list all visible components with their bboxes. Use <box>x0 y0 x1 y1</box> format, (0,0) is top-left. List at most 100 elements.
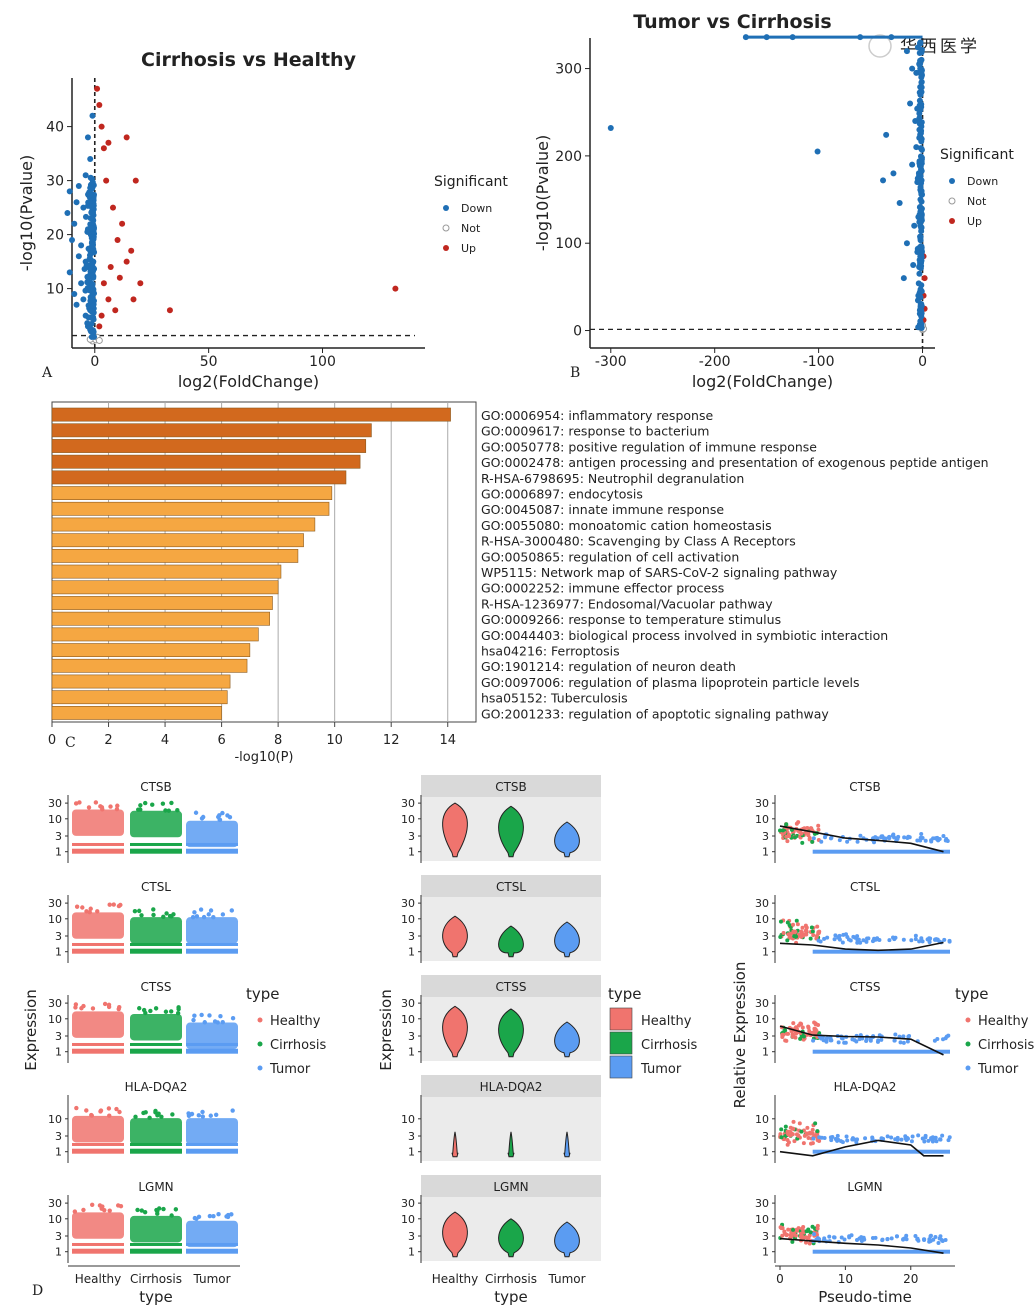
data-point-down <box>916 61 923 68</box>
data-point <box>893 1032 898 1037</box>
category-label: GO:0002252: immune effector process <box>481 581 724 596</box>
data-point <box>169 1213 174 1218</box>
violin <box>442 915 468 958</box>
jitter-band <box>130 1118 182 1145</box>
data-point-down <box>917 145 924 152</box>
data-point <box>194 914 200 919</box>
chart-title: Tumor vs Cirrhosis <box>633 11 831 33</box>
data-point <box>895 1135 900 1140</box>
data-point <box>147 1115 152 1120</box>
data-point <box>81 1003 86 1009</box>
trend-line <box>779 941 944 952</box>
data-point <box>815 1131 820 1136</box>
violin <box>554 821 580 858</box>
legend-marker <box>257 1065 263 1071</box>
y-tick-label: 10 <box>755 813 769 826</box>
data-point <box>802 932 807 937</box>
x-tick-label: 4 <box>161 733 169 748</box>
data-point <box>905 1039 910 1044</box>
data-point <box>832 1235 837 1240</box>
data-point <box>864 939 869 944</box>
bar <box>51 643 251 657</box>
bar <box>51 658 248 673</box>
data-point <box>794 1031 799 1036</box>
data-point <box>901 937 906 942</box>
legend-entry: Up <box>461 242 476 255</box>
data-point-up <box>921 275 928 282</box>
data-point <box>801 1228 806 1233</box>
facet-title: LGMN <box>847 1180 882 1194</box>
data-point <box>175 1010 181 1016</box>
data-point <box>861 938 866 943</box>
data-point <box>906 834 911 839</box>
data-point <box>942 937 947 942</box>
data-point <box>118 902 123 908</box>
data-point <box>833 1137 838 1142</box>
data-point <box>225 1214 231 1220</box>
data-point-up <box>116 274 123 281</box>
data-point <box>793 835 798 840</box>
data-point <box>802 826 807 831</box>
data-point <box>791 929 796 934</box>
data-point <box>839 1235 844 1240</box>
data-point <box>107 1208 112 1213</box>
y-tick-label: 40 <box>46 120 64 136</box>
category-label: GO:0045087: innate immune response <box>481 502 724 517</box>
y-tick-label: 1 <box>762 1246 769 1259</box>
data-point <box>811 1136 816 1141</box>
data-point <box>137 1006 142 1011</box>
data-point <box>890 833 895 838</box>
legend-swatch <box>609 1031 633 1055</box>
data-point-down <box>909 161 916 168</box>
data-point <box>785 1142 790 1147</box>
jitter-band <box>186 820 238 848</box>
data-point <box>811 836 816 841</box>
data-point-down <box>69 237 75 243</box>
data-point <box>150 802 155 807</box>
data-point-down <box>88 262 95 269</box>
violin <box>498 805 524 858</box>
jitter-band <box>130 810 182 838</box>
x-tick-label: -300 <box>595 354 627 370</box>
y-tick-label: 1 <box>408 1146 415 1159</box>
data-point-down <box>66 188 73 195</box>
data-point <box>804 1229 809 1234</box>
data-point <box>806 1131 811 1136</box>
data-point-down <box>916 204 923 211</box>
data-point-down <box>918 248 925 255</box>
data-point <box>207 1013 212 1018</box>
data-point-down <box>909 65 916 72</box>
data-point <box>934 937 939 942</box>
category-label: R-HSA-6798695: Neutrophil degranulation <box>481 471 744 486</box>
y-tick-label: 3 <box>55 1030 62 1043</box>
chart-title: Cirrhosis vs Healthy <box>141 49 357 71</box>
data-point <box>98 1109 103 1114</box>
category-label: GO:0002478: antigen processing and prese… <box>481 455 989 470</box>
trend-line <box>779 1025 944 1056</box>
violin <box>554 921 580 958</box>
data-point <box>138 803 143 808</box>
jitter-band <box>130 917 182 944</box>
category-label: hsa04216: Ferroptosis <box>481 644 620 659</box>
data-point <box>809 1141 814 1146</box>
data-point-up <box>166 307 173 314</box>
data-point <box>854 1039 859 1044</box>
data-point <box>946 1138 951 1143</box>
bar <box>51 470 347 485</box>
y-tick-label: 30 <box>46 174 64 190</box>
data-point <box>935 837 940 842</box>
data-point <box>812 1026 817 1031</box>
data-point <box>229 908 235 913</box>
legend-marker <box>949 218 955 224</box>
data-point-down <box>910 262 917 269</box>
jitter-zero-band <box>72 1042 124 1046</box>
legend-marker <box>257 1041 263 1047</box>
data-point-down <box>916 158 923 165</box>
data-point <box>859 1235 864 1240</box>
data-point <box>822 1236 827 1241</box>
violin <box>507 1131 515 1158</box>
data-point <box>196 1214 202 1220</box>
data-point <box>938 1234 943 1239</box>
data-point <box>115 1203 121 1208</box>
data-point <box>160 801 166 806</box>
